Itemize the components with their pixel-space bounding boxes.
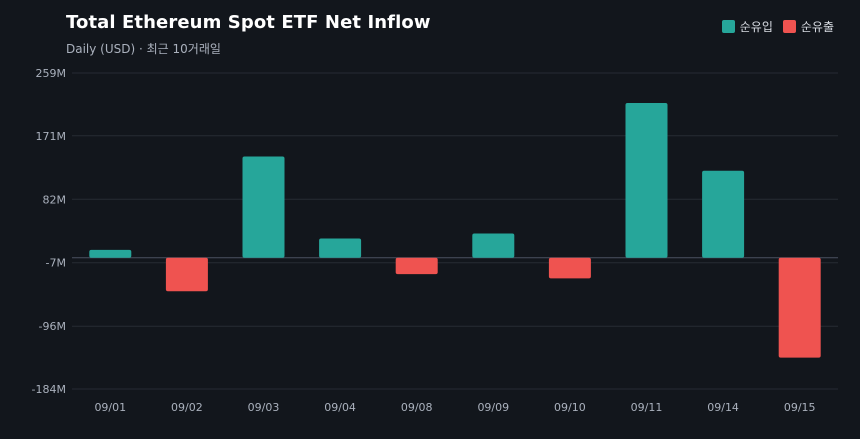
legend-item-outflow[interactable]: 순유출 xyxy=(782,18,834,35)
chart-title: Total Ethereum Spot ETF Net Inflow xyxy=(66,12,431,33)
bar-inflow xyxy=(89,249,132,258)
bar-inflow xyxy=(702,170,745,258)
bar-inflow xyxy=(472,233,515,258)
chart-legend: 순유입 순유출 xyxy=(721,18,834,35)
x-tick-label: 09/01 xyxy=(94,401,126,414)
legend-item-inflow[interactable]: 순유입 xyxy=(721,18,773,35)
bar-inflow xyxy=(319,238,362,258)
x-tick-label: 09/11 xyxy=(631,401,663,414)
bar-outflow xyxy=(548,257,591,279)
y-tick-label: -96M xyxy=(39,320,66,333)
legend-swatch-inflow xyxy=(721,20,735,33)
y-tick-label: -7M xyxy=(46,257,66,270)
x-tick-label: 09/10 xyxy=(554,401,586,414)
y-tick-label: 171M xyxy=(36,130,67,143)
legend-label-outflow: 순유출 xyxy=(800,20,834,34)
x-tick-label: 09/08 xyxy=(401,401,433,414)
legend-swatch-outflow xyxy=(782,20,796,33)
legend-label-inflow: 순유입 xyxy=(739,20,773,34)
y-tick-label: 259M xyxy=(36,67,67,80)
x-tick-label: 09/04 xyxy=(324,401,356,414)
bar-inflow xyxy=(625,102,668,258)
x-tick-label: 09/15 xyxy=(784,401,816,414)
y-tick-label: 82M xyxy=(43,193,67,206)
x-tick-label: 09/14 xyxy=(707,401,739,414)
chart-subtitle: Daily (USD) · 최근 10거래일 xyxy=(66,42,221,56)
bar-outflow xyxy=(778,257,821,358)
y-tick-label: -184M xyxy=(32,383,66,396)
x-tick-label: 09/09 xyxy=(477,401,509,414)
bar-outflow xyxy=(395,257,438,275)
bar-inflow xyxy=(242,156,285,258)
x-tick-label: 09/03 xyxy=(248,401,280,414)
bar-outflow xyxy=(165,257,208,292)
x-tick-label: 09/02 xyxy=(171,401,203,414)
